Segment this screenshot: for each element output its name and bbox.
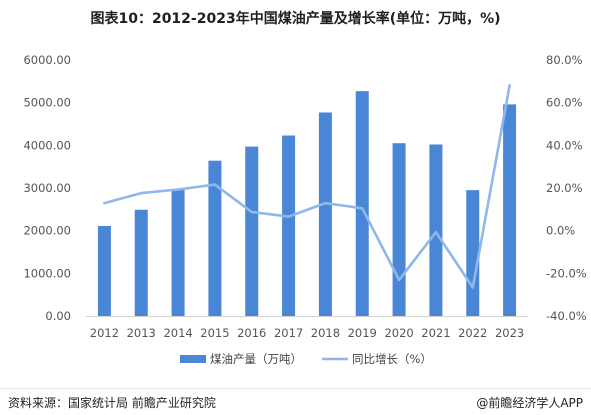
growth-point-2022 [471,286,474,289]
y-left-tick-label: 3000.00 [23,181,71,195]
y-left-tick-label: 1000.00 [23,266,71,280]
growth-point-2013 [140,191,143,195]
y-left-tick-label: 4000.00 [23,138,71,152]
growth-point-2020 [397,278,401,282]
growth-point-2019 [361,207,364,210]
bar-2023 [503,104,517,316]
x-tick-label: 2019 [348,326,377,340]
y-left-tick-label: 6000.00 [23,53,71,67]
x-tick-label: 2012 [90,326,119,340]
bar-2012 [97,225,111,316]
y-right-tick-label: -20.0% [546,266,587,280]
axes: 0.00 1000.00 2000.00 3000.00 4000.00 5000.00 6… [23,53,586,340]
y-right-tick-label: 80.0% [546,53,583,67]
x-tick-label: 2013 [127,326,156,340]
x-tick-label: 2018 [311,326,340,340]
x-tick-label: 2020 [384,326,413,340]
legend-bar-swatch [180,355,206,363]
brand-label: @前瞻经济学人APP [476,396,583,410]
chart-title: 图表10：2012-2023年中国煤油产量及增长率(单位：万吨，%) [90,11,501,27]
bar-2013 [134,209,148,316]
legend-line-label: 同比增长（%） [352,352,432,366]
y-left-tick-label: 0.00 [45,309,71,323]
footer: 资料来源：国家统计局 前瞻产业研究院 @前瞻经济学人APP [0,388,591,415]
growth-point-2023 [508,84,511,87]
bar-2015 [208,160,222,316]
x-tick-label: 2023 [495,326,524,340]
bar-2018 [318,112,332,316]
growth-point-2015 [213,183,217,186]
y-left-tick-label: 5000.00 [23,96,71,110]
x-tick-label: 2017 [274,326,303,340]
bar-2014 [171,189,185,316]
x-tick-label: 2022 [458,326,487,340]
line-series [103,84,511,289]
growth-point-2017 [287,215,290,218]
x-tick-label: 2014 [163,326,192,340]
source-note: 资料来源：国家统计局 前瞻产业研究院 [8,396,216,410]
chart-plot: 0.00 1000.00 2000.00 3000.00 4000.00 5000.00 6… [23,53,586,366]
growth-point-2016 [250,210,253,214]
growth-point-2018 [324,201,327,205]
growth-point-2021 [434,230,438,234]
y-right-tick-label: 40.0% [546,138,583,152]
y-right-tick-label: -40.0% [546,309,587,323]
growth-point-2014 [176,188,180,191]
x-tick-label: 2021 [421,326,450,340]
bar-2017 [282,135,296,316]
y-right-tick-label: 60.0% [546,96,583,110]
legend: 煤油产量（万吨） 同比增长（%） [180,352,432,366]
bar-2022 [466,190,480,316]
legend-bar-label: 煤油产量（万吨） [210,352,302,366]
bar-2019 [355,91,369,316]
bar-2020 [392,143,406,316]
y-right-tick-label: 20.0% [546,181,583,195]
growth-line [103,84,511,289]
y-right-tick-label: 0.0% [546,224,575,238]
x-tick-label: 2016 [237,326,266,340]
x-tick-label: 2015 [200,326,229,340]
bar-2016 [245,146,259,316]
bar-series [97,91,517,316]
bar-2021 [429,144,443,316]
y-left-tick-label: 2000.00 [23,224,71,238]
growth-point-2012 [103,201,106,205]
